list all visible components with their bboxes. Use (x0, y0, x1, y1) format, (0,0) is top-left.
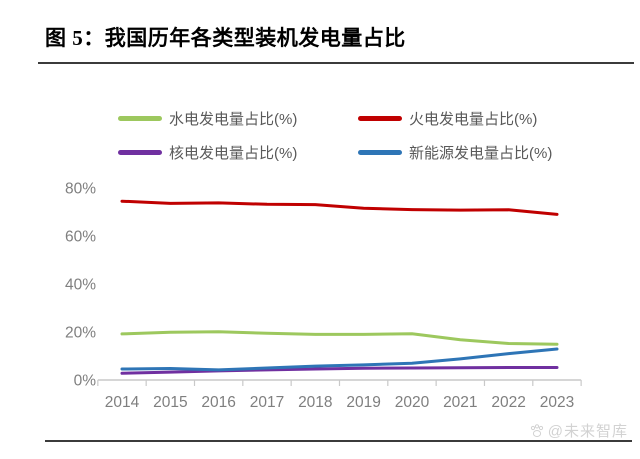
watermark-text: @未来智库 (547, 423, 628, 440)
legend-item-0: 水电发电量占比(%) (118, 108, 358, 129)
legend-item-3: 新能源发电量占比(%) (358, 142, 552, 163)
series-line-2 (120, 366, 559, 375)
y-tick-label: 0% (74, 373, 97, 390)
legend-swatch (118, 150, 162, 155)
legend-label: 火电发电量占比(%) (409, 111, 538, 128)
x-tick-label: 2019 (346, 394, 380, 411)
x-tick-label: 2018 (298, 394, 332, 411)
series-line-1 (120, 199, 559, 216)
x-tick-label: 2017 (250, 394, 284, 411)
x-tick-label: 2016 (201, 394, 235, 411)
series-line-3 (120, 347, 559, 372)
figure-title: 图 5：我国历年各类型装机发电量占比 (45, 26, 406, 50)
legend-label: 核电发电量占比(%) (169, 145, 298, 162)
x-tick-label: 2022 (491, 394, 525, 411)
series-line-0 (120, 330, 559, 346)
x-tick-label: 2015 (153, 394, 187, 411)
y-tick-label: 20% (65, 325, 96, 342)
legend-swatch (118, 116, 162, 121)
legend-swatch (358, 150, 402, 155)
legend-label: 水电发电量占比(%) (169, 111, 298, 128)
bottom-separator-line (45, 440, 632, 442)
x-tick-label: 2020 (395, 394, 430, 411)
legend-label: 新能源发电量占比(%) (409, 145, 553, 162)
legend-item-1: 火电发电量占比(%) (358, 108, 552, 129)
watermark: @未来智库 (529, 420, 628, 441)
line-chart-plot: 0% 20% 40% 60% 80% 2014 2015 2016 2017 2018 2019 20… (65, 181, 582, 411)
y-tick-label: 80% (65, 181, 96, 198)
chart-legend: 水电发电量占比(%) 火电发电量占比(%) 核电发电量占比(%) 新能源发电量占比(%… (118, 108, 552, 163)
x-tick-label: 2021 (443, 394, 477, 411)
y-tick-label: 60% (65, 229, 96, 246)
legend-swatch (358, 116, 402, 121)
y-tick-label: 40% (65, 277, 96, 294)
legend-item-2: 核电发电量占比(%) (118, 142, 358, 163)
title-separator-line (38, 62, 634, 64)
x-tick-label: 2014 (105, 394, 140, 411)
x-tick-label: 2023 (540, 394, 574, 411)
paw-icon (530, 423, 543, 437)
